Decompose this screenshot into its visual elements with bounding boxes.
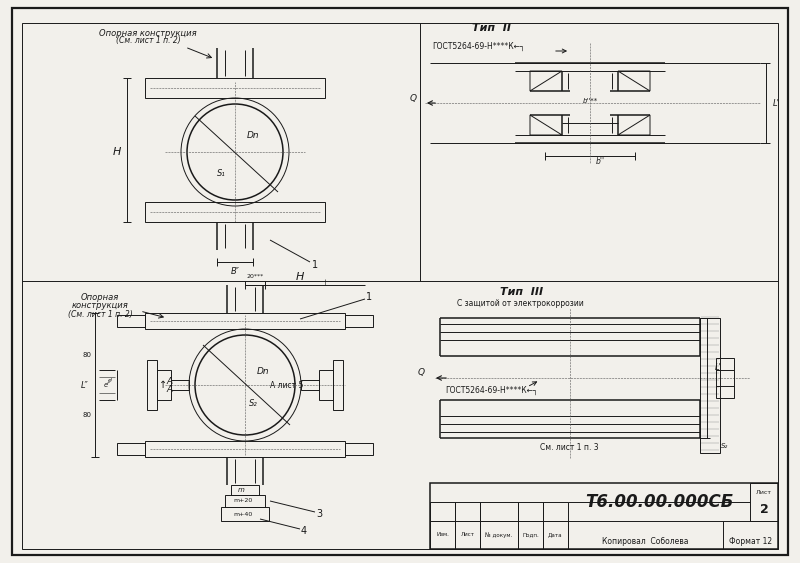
Text: С защитой от электрокоррозии: С защитой от электрокоррозии — [457, 300, 583, 309]
Text: e': e' — [108, 378, 114, 382]
Text: 1: 1 — [312, 260, 318, 270]
Text: m+20: m+20 — [234, 498, 253, 503]
Bar — [700, 318, 720, 453]
Text: конструкция: конструкция — [72, 302, 128, 311]
Text: 2: 2 — [760, 503, 768, 516]
Text: Лист: Лист — [756, 490, 772, 495]
Text: B″: B″ — [230, 266, 239, 275]
Text: ГОСТ5264-69-Н****К←┐: ГОСТ5264-69-Н****К←┐ — [432, 42, 525, 51]
Bar — [221, 507, 269, 521]
Text: Тип  III: Тип III — [500, 287, 543, 297]
Bar — [750, 483, 778, 521]
Bar — [345, 443, 373, 455]
Text: 4: 4 — [301, 526, 307, 536]
Text: Лист: Лист — [461, 533, 474, 538]
Bar — [117, 315, 145, 327]
Bar — [145, 202, 325, 222]
Bar — [319, 370, 333, 400]
Bar — [145, 78, 325, 98]
Text: 1: 1 — [366, 292, 372, 302]
Text: Дата: Дата — [548, 533, 563, 538]
Bar — [716, 358, 734, 398]
Text: (См. лист 1 п. 2): (См. лист 1 п. 2) — [68, 310, 132, 319]
Text: m+40: m+40 — [234, 512, 253, 516]
Bar — [480, 502, 518, 521]
Bar — [225, 495, 265, 507]
Text: H: H — [296, 272, 304, 282]
Bar — [147, 360, 157, 410]
Bar — [518, 521, 543, 549]
Text: b''**: b''** — [582, 98, 598, 104]
Text: b'': b'' — [595, 157, 605, 166]
Text: 80: 80 — [82, 412, 91, 418]
Text: S₁: S₁ — [217, 169, 226, 178]
Text: Dn: Dn — [257, 367, 270, 376]
Text: ↑: ↑ — [159, 380, 167, 390]
Text: А лист 5: А лист 5 — [270, 381, 303, 390]
Text: Т6.00.00.000СБ: Т6.00.00.000СБ — [585, 493, 733, 511]
Text: m: m — [238, 487, 245, 493]
Text: Копировал  Соболева: Копировал Соболева — [602, 537, 689, 546]
Text: Опорная конструкция: Опорная конструкция — [99, 29, 197, 38]
Text: 80: 80 — [82, 352, 91, 358]
Text: e″: e″ — [103, 382, 110, 388]
Text: Опорная: Опорная — [81, 293, 119, 302]
Text: 20***: 20*** — [246, 274, 264, 279]
Text: S₂: S₂ — [722, 443, 729, 449]
Text: ГОСТ5264-69-Н****К←┐: ГОСТ5264-69-Н****К←┐ — [445, 386, 538, 395]
Bar — [345, 315, 373, 327]
Text: Q: Q — [410, 95, 417, 104]
Text: Q: Q — [418, 369, 425, 378]
Bar — [171, 380, 189, 390]
Text: 3: 3 — [316, 509, 322, 519]
Bar — [543, 521, 568, 549]
Bar — [430, 483, 778, 549]
Bar — [333, 360, 343, 410]
Bar — [301, 380, 319, 390]
Bar — [455, 502, 480, 521]
Bar — [430, 502, 455, 521]
Bar — [231, 485, 259, 495]
Text: Тип  II: Тип II — [472, 23, 511, 33]
Text: Изм.: Изм. — [436, 533, 449, 538]
Text: (См. лист 1 п. 2): (См. лист 1 п. 2) — [116, 37, 180, 46]
Text: См. лист 1 п. 3: См. лист 1 п. 3 — [540, 444, 598, 453]
Text: S₂: S₂ — [249, 399, 258, 408]
Text: № докум.: № докум. — [486, 532, 513, 538]
Text: H: H — [113, 147, 121, 157]
Bar — [145, 441, 345, 457]
Bar — [157, 370, 171, 400]
Bar — [455, 521, 480, 549]
Bar — [543, 502, 568, 521]
Bar — [430, 521, 455, 549]
Bar — [117, 443, 145, 455]
Bar — [480, 521, 518, 549]
Text: Формат 12: Формат 12 — [729, 537, 772, 546]
Text: Подп.: Подп. — [522, 533, 539, 538]
Text: L″: L″ — [81, 381, 89, 390]
Text: L': L' — [773, 99, 780, 108]
Text: Dn: Dn — [246, 132, 259, 141]
Text: L': L' — [714, 364, 722, 373]
Text: A: A — [167, 385, 173, 394]
Bar — [518, 502, 543, 521]
Text: A: A — [167, 377, 173, 386]
Bar — [145, 313, 345, 329]
